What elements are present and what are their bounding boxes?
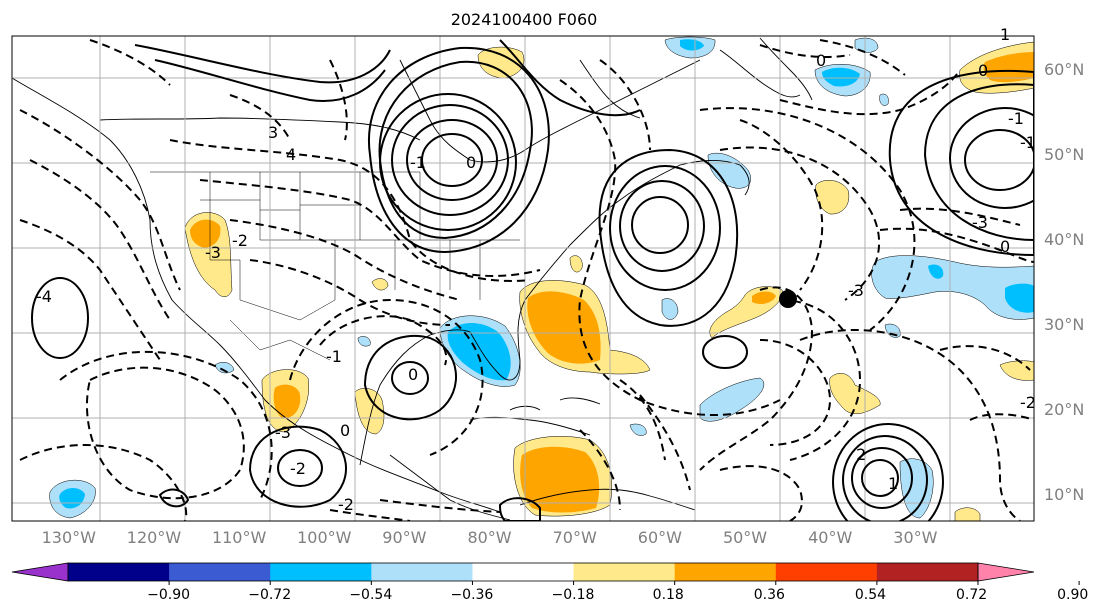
contour-label: 0: [1000, 237, 1010, 256]
longitude-label: 100°W: [297, 528, 352, 547]
contour-label: -3: [972, 213, 988, 232]
graticule: [12, 36, 1034, 521]
latitude-label: 20°N: [1044, 400, 1085, 420]
contour-label: 1: [888, 474, 898, 493]
colorbar-tick-label: −0.54: [349, 587, 393, 603]
contour-label: -2: [290, 459, 306, 478]
contour-label: 0: [408, 365, 418, 384]
contour-label: 1: [1000, 25, 1010, 44]
longitude-label: 90°W: [382, 528, 427, 547]
colorbar-segment: [472, 563, 575, 581]
colorbar-tick-label: 0.90: [1057, 587, 1089, 603]
colorbar-tick-label: 0.36: [753, 587, 785, 603]
latitude-label: 30°N: [1044, 315, 1085, 335]
contour-label: 0: [978, 61, 988, 80]
colorbar-segment: [169, 563, 271, 581]
contour-label: -1: [1020, 133, 1036, 152]
storm-position-marker: [779, 290, 797, 308]
longitude-label: 120°W: [126, 528, 182, 547]
contour-label: 0: [340, 421, 350, 440]
map-background: [12, 36, 1034, 521]
colorbar-segment: [270, 563, 372, 581]
contour-label: -2: [338, 495, 354, 514]
contour-label: -2: [232, 231, 248, 250]
longitude-label: 60°W: [637, 528, 682, 547]
colorbar-tick-label: 0.72: [956, 587, 988, 603]
contour-label: 3: [268, 123, 278, 142]
contour-label: -4: [36, 287, 52, 306]
longitude-label: 70°W: [552, 528, 597, 547]
contour-label: 4: [286, 145, 296, 164]
contour-label: 0: [466, 153, 476, 172]
colorbar-segment: [674, 563, 777, 581]
latitude-label: 50°N: [1044, 145, 1085, 165]
contour-label: -1: [1008, 109, 1024, 128]
map-title: 2024100400 F060: [450, 10, 598, 29]
colorbar-tick-label: −0.36: [450, 587, 494, 603]
contour-label: -1: [326, 347, 342, 366]
contour-label: -3: [848, 281, 864, 300]
colorbar: [11, 562, 1080, 585]
map-border: [11, 35, 1035, 522]
colorbar-segment: [371, 563, 473, 581]
map-panel: [12, 36, 1034, 521]
colorbar-segment: [876, 563, 979, 581]
colorbar-tick-label: −0.90: [147, 587, 191, 603]
longitude-label: 80°W: [467, 528, 512, 547]
latitude-label: 10°N: [1044, 485, 1085, 505]
colorbar-tick-label: −0.18: [551, 587, 595, 603]
colorbar-outline: [67, 562, 979, 582]
longitude-label: 50°W: [722, 528, 768, 547]
contour-label: -3: [205, 243, 221, 262]
colorbar-extend-low: [11, 562, 69, 582]
contour-label: -1: [410, 153, 426, 172]
colorbar-segment: [775, 563, 878, 581]
colorbar-tick-label: 0.54: [854, 587, 887, 603]
contour-label: -3: [275, 423, 291, 442]
longitude-label: 40°W: [808, 528, 853, 547]
latitude-label: 40°N: [1044, 230, 1085, 250]
contour-label: 2: [856, 445, 866, 464]
longitude-label: 110°W: [211, 528, 267, 547]
colorbar-segment: [68, 563, 170, 581]
longitude-label: 130°W: [41, 528, 96, 547]
colorbar-tick-label: 0.18: [652, 587, 684, 603]
state-borders: [150, 171, 520, 361]
colorbar-tick-label: −0.72: [248, 587, 292, 603]
latitude-label: 60°N: [1044, 60, 1085, 80]
colorbar-extend-high: [977, 562, 1035, 582]
positive-anomaly-fill: [184, 41, 1034, 521]
colorbar-segment: [573, 563, 676, 581]
longitude-label: 30°W: [893, 528, 938, 547]
contour-label: 0: [816, 51, 826, 70]
dashed-contours: [19, 39, 1034, 521]
contour-label: -2: [1020, 393, 1036, 412]
